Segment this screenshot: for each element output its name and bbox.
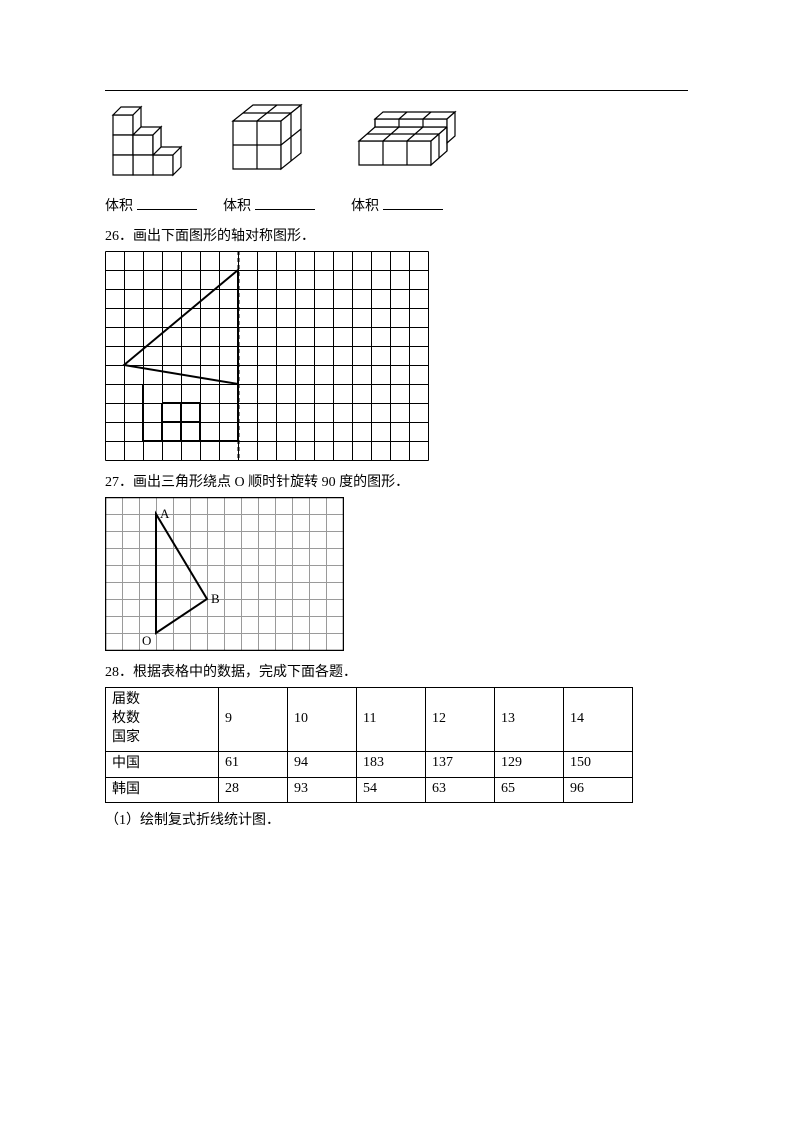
- cube-figure-2: 体积: [223, 91, 333, 215]
- q28-table: 届数枚数国家91011121314中国6194183137129150韩国289…: [105, 687, 633, 803]
- table-cell: 93: [288, 777, 357, 803]
- table-col-header: 10: [288, 688, 357, 752]
- q27-text: 27．画出三角形绕点 O 顺时针旋转 90 度的图形．: [105, 471, 688, 491]
- q28-text: 28．根据表格中的数据，完成下面各题．: [105, 661, 688, 681]
- table-cell: 150: [564, 751, 633, 777]
- svg-text:B: B: [211, 591, 220, 606]
- table-cell: 61: [219, 751, 288, 777]
- table-row-label: 中国: [106, 751, 219, 777]
- table-col-header: 12: [426, 688, 495, 752]
- table-cell: 183: [357, 751, 426, 777]
- table-cell: 137: [426, 751, 495, 777]
- q26-number: 26．: [105, 229, 133, 244]
- cube-svg-3: [351, 91, 481, 191]
- table-col-header: 11: [357, 688, 426, 752]
- q26-text: 26．画出下面图形的轴对称图形．: [105, 225, 688, 245]
- volume-blank-3: [383, 195, 443, 210]
- volume-text: 体积: [223, 195, 251, 215]
- cube-svg-1: [105, 91, 205, 191]
- volume-label-2: 体积: [223, 195, 315, 215]
- table-cell: 54: [357, 777, 426, 803]
- volume-blank-1: [137, 195, 197, 210]
- page-root: 体积: [0, 0, 793, 869]
- q28-body: 根据表格中的数据，完成下面各题．: [133, 665, 357, 680]
- table-header-label: 届数枚数国家: [106, 688, 219, 752]
- volume-text: 体积: [351, 195, 379, 215]
- table-cell: 94: [288, 751, 357, 777]
- q26-grid: [105, 251, 429, 461]
- volume-label-3: 体积: [351, 195, 443, 215]
- table-cell: 96: [564, 777, 633, 803]
- volume-label-1: 体积: [105, 195, 197, 215]
- q26-body: 画出下面图形的轴对称图形．: [133, 229, 315, 244]
- table-cell: 63: [426, 777, 495, 803]
- table-col-header: 14: [564, 688, 633, 752]
- table-cell: 28: [219, 777, 288, 803]
- q27-grid: A B O: [105, 497, 344, 651]
- table-cell: 129: [495, 751, 564, 777]
- cube-svg-2: [223, 91, 333, 191]
- q27-body: 画出三角形绕点 O 顺时针旋转 90 度的图形．: [133, 475, 409, 490]
- svg-text:A: A: [160, 506, 170, 521]
- table-cell: 65: [495, 777, 564, 803]
- cubes-row: 体积: [105, 91, 688, 215]
- volume-blank-2: [255, 195, 315, 210]
- table-col-header: 13: [495, 688, 564, 752]
- q28-sub1: （1）绘制复式折线统计图．: [105, 809, 688, 829]
- q28-number: 28．: [105, 665, 133, 680]
- table-col-header: 9: [219, 688, 288, 752]
- cube-figure-3: 体积: [351, 91, 481, 215]
- svg-text:O: O: [142, 633, 151, 648]
- cube-figure-1: 体积: [105, 91, 205, 215]
- q27-number: 27．: [105, 475, 133, 490]
- volume-text: 体积: [105, 195, 133, 215]
- table-row-label: 韩国: [106, 777, 219, 803]
